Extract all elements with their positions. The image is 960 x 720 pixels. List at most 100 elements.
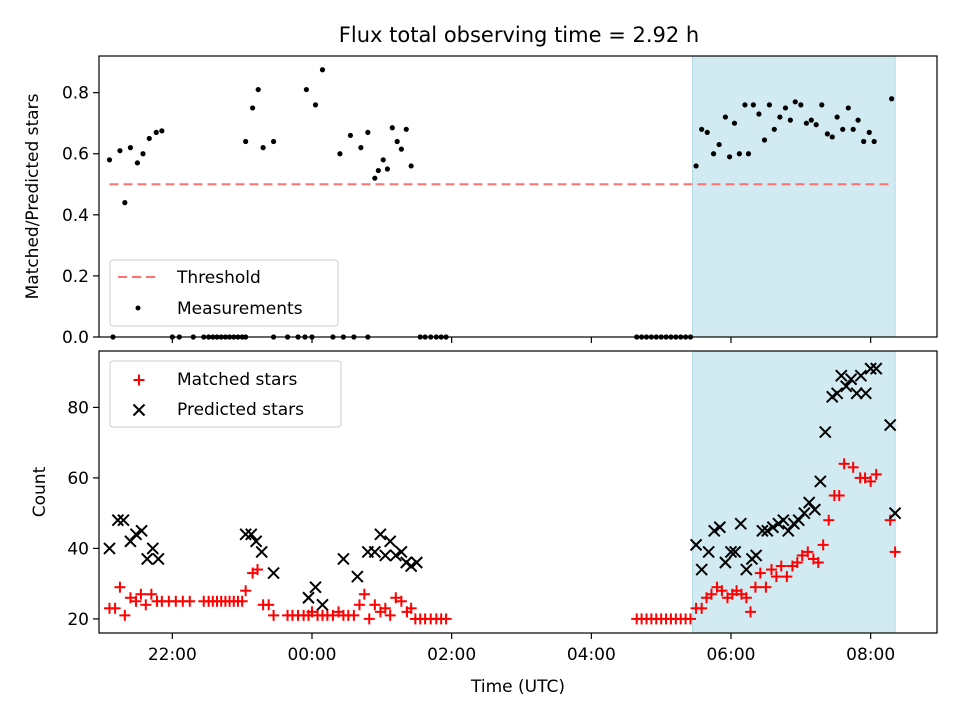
predicted-point	[389, 549, 402, 562]
measurement-point	[372, 175, 378, 181]
top-legend: Threshold Measurements	[109, 259, 339, 327]
measurement-point	[819, 102, 825, 108]
predicted-point	[124, 535, 137, 548]
predicted-point	[410, 556, 423, 569]
bottom-legend: Matched stars Predicted stars	[109, 360, 342, 428]
predicted-points	[103, 362, 902, 612]
measurement-point	[710, 151, 717, 157]
predicted-point	[302, 591, 315, 604]
predicted-point	[859, 387, 872, 400]
measurement-point	[861, 138, 867, 145]
matched-point	[838, 458, 850, 470]
matched-point	[119, 609, 131, 621]
measurement-point	[122, 200, 128, 206]
predicted-point	[830, 387, 844, 400]
measurement-point	[159, 128, 165, 134]
predicted-point	[713, 521, 727, 534]
measurement-point	[303, 86, 310, 93]
matched-point	[749, 581, 761, 593]
predicted-point	[888, 506, 902, 520]
top-y-axis-label: Matched/Predicted stars	[23, 93, 43, 299]
measurement-point	[347, 132, 353, 139]
bottom-frame	[98, 350, 938, 634]
measurement-point	[834, 114, 840, 120]
y-tick-label: 40	[67, 539, 89, 559]
matched-point	[358, 588, 370, 600]
matched-point	[802, 546, 814, 558]
matched-point	[236, 595, 248, 607]
measurement-point	[337, 151, 343, 157]
matched-point	[889, 546, 901, 558]
bottom-legend-box	[109, 360, 342, 428]
measurement-point	[312, 102, 319, 108]
top-legend-box	[109, 259, 339, 327]
matched-point	[870, 468, 882, 480]
predicted-point	[368, 545, 382, 559]
measurement-point	[736, 151, 742, 157]
measurement-point	[693, 163, 699, 169]
measurement-point	[243, 138, 249, 145]
predicted-point	[844, 372, 858, 386]
matched-point	[754, 567, 766, 579]
predicted-point	[708, 524, 721, 537]
y-tick-label: 0.0	[62, 328, 89, 348]
predicted-point	[766, 521, 780, 534]
matched-point	[130, 595, 142, 607]
measurement-points	[106, 67, 895, 340]
matched-point	[263, 599, 275, 611]
measurement-point	[808, 117, 814, 123]
top-x-axis	[171, 337, 872, 343]
measurement-point	[403, 126, 409, 132]
measurement-point	[787, 117, 793, 123]
matched-point	[791, 557, 803, 568]
measurement-point	[398, 146, 404, 152]
measurement-point	[260, 145, 266, 151]
measurements-legend-label: Measurements	[177, 299, 303, 319]
matched-point	[770, 571, 782, 583]
matched-point	[817, 539, 829, 551]
matched-point	[348, 609, 360, 621]
predicted-point	[740, 563, 753, 576]
chart-title: Flux total observing time = 2.92 h	[339, 23, 699, 47]
predicted-point	[724, 545, 738, 559]
matched-point	[109, 602, 121, 614]
matched-point	[252, 564, 264, 576]
predicted-point	[749, 549, 763, 562]
predicted-point	[761, 524, 774, 537]
bottom-x-axis: 22:00 00:00 02:00 04:00 06:00 08:00	[148, 633, 895, 665]
matched-legend-swatch	[133, 374, 145, 386]
measurement-point	[792, 99, 798, 105]
measurement-point	[106, 157, 113, 163]
predicted-point	[864, 362, 877, 375]
predicted-point	[316, 598, 329, 612]
measurement-point	[750, 102, 756, 108]
y-tick-label: 0.2	[62, 267, 89, 287]
x-tick-label: 08:00	[846, 645, 895, 665]
measurement-point	[358, 145, 364, 151]
matched-point	[684, 613, 696, 625]
predicted-point	[782, 524, 795, 537]
measurement-point	[871, 138, 877, 145]
matched-point	[833, 490, 845, 502]
matched-legend-marker	[133, 374, 145, 386]
matched-point	[114, 581, 126, 593]
predicted-point	[689, 538, 703, 552]
matched-point	[363, 613, 375, 625]
measurement-point	[829, 134, 835, 140]
matched-point	[145, 588, 157, 600]
measurement-point	[745, 151, 752, 157]
measurement-point	[813, 122, 819, 128]
measurement-point	[782, 105, 789, 111]
matched-point	[184, 595, 196, 607]
matched-point	[327, 609, 339, 621]
measurement-point	[255, 86, 261, 93]
measurement-point	[153, 129, 159, 135]
matched-point	[745, 606, 757, 618]
predicted-point	[777, 513, 790, 527]
measurement-point	[761, 137, 768, 143]
predicted-point	[798, 506, 811, 520]
measurement-point	[704, 129, 710, 135]
measurement-point	[840, 126, 846, 132]
predicted-point	[337, 552, 350, 566]
